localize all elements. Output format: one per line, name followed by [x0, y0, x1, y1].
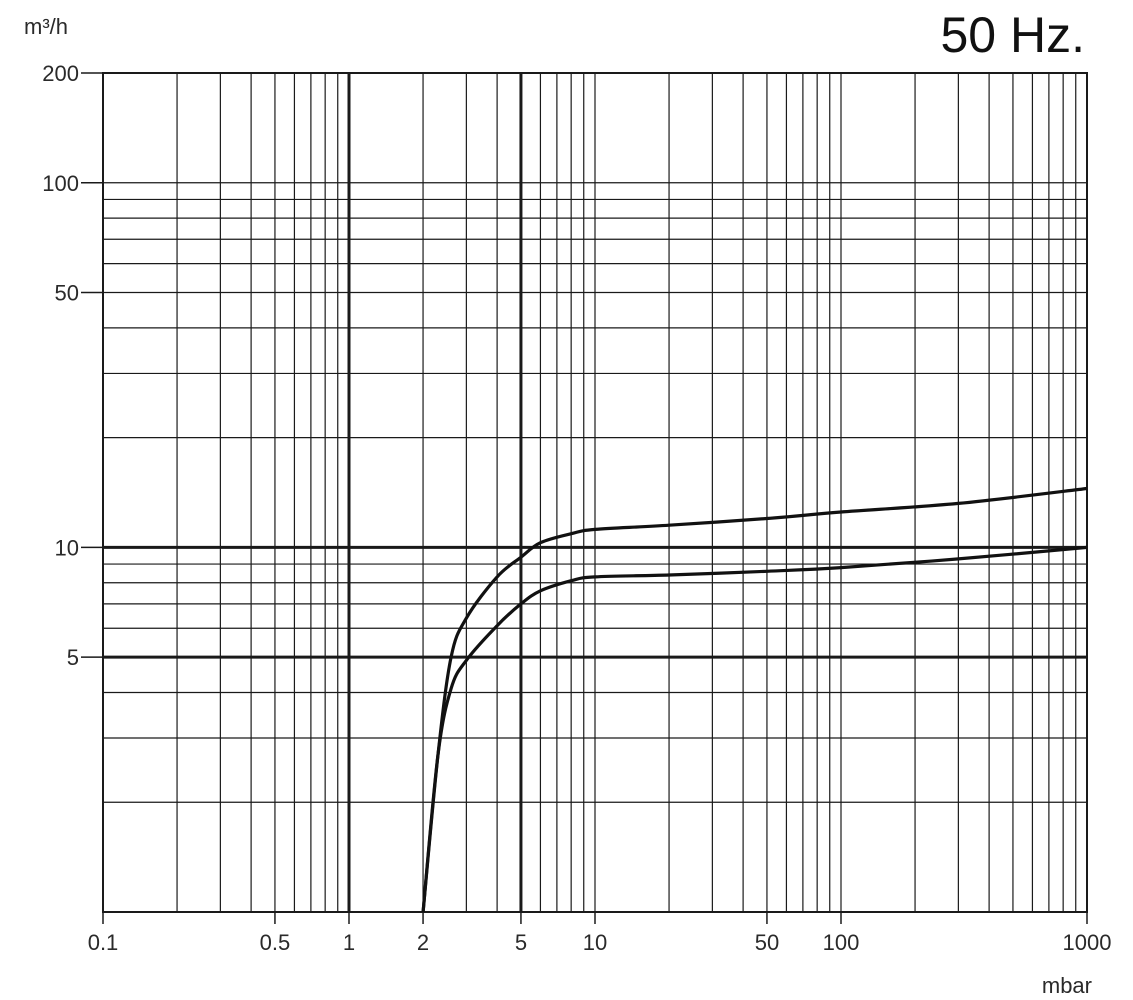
tick-labels: 0.1 0.5 1 2 5 10 50 100 1000 5 10 50 100 200: [42, 61, 1111, 955]
y-axis-unit-label: m³/h: [24, 14, 68, 39]
x-tick-label: 10: [583, 930, 607, 955]
series-group: [421, 486, 1088, 913]
series-line-1: [421, 486, 1088, 913]
y-tick-label: 50: [55, 281, 79, 306]
chart-title: 50 Hz.: [940, 7, 1085, 63]
x-axis-unit-label: mbar: [1042, 973, 1092, 998]
x-tick-label: 1000: [1063, 930, 1112, 955]
x-tick-label: 0.5: [260, 930, 291, 955]
x-tick-label: 5: [515, 930, 527, 955]
y-tick-label: 5: [67, 645, 79, 670]
y-tick-label: 10: [55, 535, 79, 560]
series-line-2: [421, 545, 1088, 913]
x-tick-label: 0.1: [88, 930, 119, 955]
y-tick-label: 100: [42, 171, 79, 196]
x-tick-label: 1: [343, 930, 355, 955]
x-tick-label: 100: [823, 930, 860, 955]
y-tick-label: 200: [42, 61, 79, 86]
x-tick-label: 50: [755, 930, 779, 955]
x-tick-label: 2: [417, 930, 429, 955]
grid: [103, 73, 1087, 912]
